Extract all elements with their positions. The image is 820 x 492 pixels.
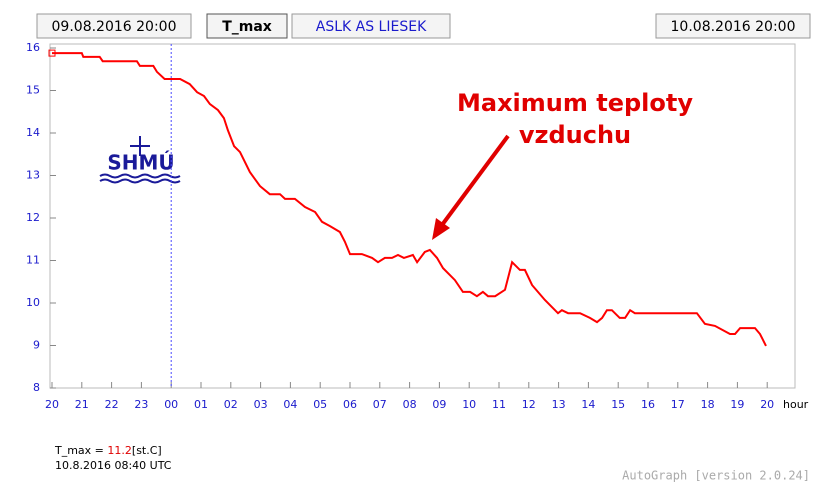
y-tick-label: 15 bbox=[26, 84, 40, 97]
x-tick-label: 10 bbox=[462, 398, 476, 411]
x-tick-label: 01 bbox=[194, 398, 208, 411]
y-tick-label: 13 bbox=[26, 169, 40, 182]
series-line bbox=[52, 52, 767, 347]
plot-frame bbox=[49, 43, 796, 389]
readout-time: 10.8.2016 08:40 UTC bbox=[55, 459, 172, 472]
annotation-arrow bbox=[440, 134, 510, 227]
y-tick-label: 16 bbox=[26, 41, 40, 54]
x-tick-label: 18 bbox=[701, 398, 715, 411]
x-tick-label: 13 bbox=[552, 398, 566, 411]
max-marker bbox=[48, 49, 56, 57]
start-time: 09.08.2016 20:00 bbox=[52, 19, 177, 35]
variable-name: T_max bbox=[222, 19, 272, 35]
x-tick-label: 02 bbox=[224, 398, 238, 411]
x-tick-label: 15 bbox=[611, 398, 625, 411]
x-tick-label: 23 bbox=[134, 398, 148, 411]
y-tick-label: 14 bbox=[26, 126, 40, 139]
x-tick-label: 03 bbox=[254, 398, 268, 411]
y-tick-label: 8 bbox=[33, 381, 40, 394]
logo: SHMÚ bbox=[99, 136, 181, 184]
y-tick-label: 9 bbox=[33, 339, 40, 352]
x-tick-label: 14 bbox=[581, 398, 595, 411]
logo-waves bbox=[99, 173, 181, 184]
start-box bbox=[36, 13, 192, 39]
x-tick-label: 20 bbox=[45, 398, 59, 411]
readout-value: 11.2 bbox=[107, 444, 132, 457]
x-tick-label: 07 bbox=[373, 398, 387, 411]
x-tick-label: 09 bbox=[432, 398, 446, 411]
footer: AutoGraph [version 2.0.24] bbox=[622, 469, 810, 483]
x-tick-label: 05 bbox=[313, 398, 327, 411]
annotation-arrowhead bbox=[432, 218, 450, 240]
x-tick-label: 06 bbox=[343, 398, 357, 411]
end-box bbox=[655, 13, 811, 39]
x-tick-label: 08 bbox=[403, 398, 417, 411]
readout-label: T_max = 11.2[st.C] bbox=[54, 444, 162, 457]
logo-text: SHMÚ bbox=[107, 151, 174, 175]
x-tick-label: 00 bbox=[164, 398, 178, 411]
x-tick-label: 12 bbox=[522, 398, 536, 411]
annotation-line: vzduchu bbox=[519, 121, 631, 149]
y-tick-label: 10 bbox=[26, 296, 40, 309]
y-tick-label: 12 bbox=[26, 211, 40, 224]
x-tick-label: 19 bbox=[730, 398, 744, 411]
readout-unit: [st.C] bbox=[132, 444, 162, 457]
x-tick-label: 22 bbox=[105, 398, 119, 411]
x-tick-label: 20 bbox=[760, 398, 774, 411]
end-time: 10.08.2016 20:00 bbox=[671, 19, 796, 35]
x-tick-label: 04 bbox=[283, 398, 297, 411]
station-name: ASLK AS LIESEK bbox=[316, 19, 427, 35]
y-tick-label: 11 bbox=[26, 254, 40, 267]
x-tick-label: 11 bbox=[492, 398, 506, 411]
x-tick-label: 17 bbox=[671, 398, 685, 411]
x-tick-label: 21 bbox=[75, 398, 89, 411]
annotation-line: Maximum teploty bbox=[457, 89, 693, 117]
x-unit: hour bbox=[783, 398, 809, 411]
x-tick-label: 16 bbox=[641, 398, 655, 411]
variable-box bbox=[206, 13, 288, 39]
readout-name: T_max = bbox=[54, 444, 107, 457]
station-box bbox=[291, 13, 451, 39]
